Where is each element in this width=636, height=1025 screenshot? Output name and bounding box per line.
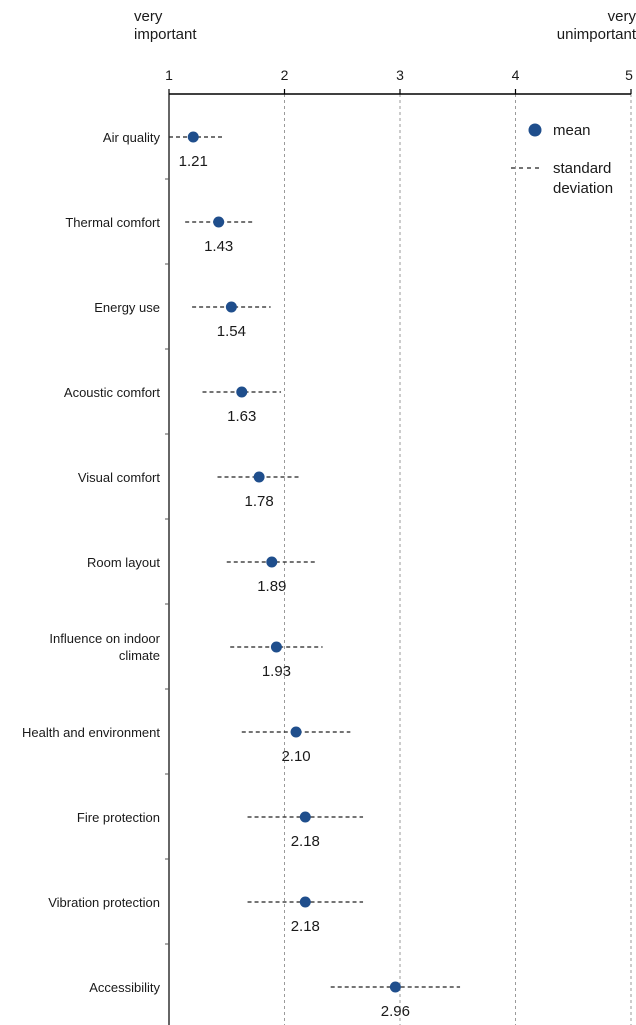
value-label: 2.18 bbox=[291, 833, 320, 850]
category-label: Influence on indoor climate bbox=[49, 631, 160, 663]
mean-point bbox=[266, 556, 278, 568]
x-tick-label: 3 bbox=[396, 67, 404, 83]
x-tick-label: 1 bbox=[165, 67, 173, 83]
value-label: 1.89 bbox=[257, 578, 286, 595]
category-label: Accessibility bbox=[89, 980, 160, 995]
header-right-line1: very bbox=[607, 8, 636, 25]
value-label: 1.43 bbox=[204, 238, 233, 255]
category-label: Energy use bbox=[94, 300, 160, 315]
legend-sd-label: standard deviation bbox=[553, 160, 613, 197]
category-label: Visual comfort bbox=[78, 470, 161, 485]
header-right-label: very unimportant bbox=[557, 8, 636, 44]
mean-point bbox=[299, 896, 311, 908]
category-label: Vibration protection bbox=[48, 895, 160, 910]
category-label: Acoustic comfort bbox=[64, 385, 160, 400]
category-label-line: climate bbox=[119, 648, 160, 663]
category-labels: Air quality Thermal comfort Energy use Acou… bbox=[22, 130, 161, 995]
value-label: 2.10 bbox=[281, 748, 310, 765]
mean-point bbox=[236, 386, 248, 398]
category-label: Air quality bbox=[103, 130, 161, 145]
legend-mean-marker bbox=[528, 123, 542, 137]
category-label: Health and environment bbox=[22, 725, 160, 740]
value-label: 1.93 bbox=[262, 663, 291, 680]
category-label: Fire protection bbox=[77, 810, 160, 825]
value-label: 1.63 bbox=[227, 408, 256, 425]
mean-point bbox=[253, 471, 265, 483]
category-label: Thermal comfort bbox=[65, 215, 160, 230]
x-tick-label: 2 bbox=[281, 67, 289, 83]
category-label-line: Influence on indoor bbox=[49, 631, 160, 646]
y-axis bbox=[165, 94, 170, 1025]
legend-sd-line1: standard bbox=[553, 160, 611, 177]
mean-points bbox=[187, 131, 401, 993]
x-tick-label: 5 bbox=[625, 67, 633, 83]
gridlines bbox=[284, 94, 632, 1025]
value-label: 1.21 bbox=[179, 153, 208, 170]
value-label: 1.54 bbox=[217, 323, 246, 340]
mean-point bbox=[299, 811, 311, 823]
x-tick-label: 4 bbox=[512, 67, 520, 83]
error-bars bbox=[169, 136, 461, 988]
value-label: 1.78 bbox=[244, 493, 273, 510]
mean-point bbox=[213, 216, 225, 228]
value-labels: 1.21 1.43 1.54 1.63 1.78 1.89 1.93 2.10 2.18 2.18… bbox=[179, 153, 410, 1020]
header-left-line1: very bbox=[134, 8, 163, 25]
legend-mean-label: mean bbox=[553, 122, 591, 139]
legend: mean standard deviation bbox=[511, 122, 613, 197]
mean-point bbox=[389, 981, 401, 993]
category-label: Room layout bbox=[87, 555, 160, 570]
value-label: 2.96 bbox=[381, 1003, 410, 1020]
mean-point bbox=[187, 131, 199, 143]
legend-sd-line2: deviation bbox=[553, 180, 613, 197]
mean-point bbox=[225, 301, 237, 313]
mean-point bbox=[290, 726, 302, 738]
header-right-line2: unimportant bbox=[556, 26, 636, 43]
value-label: 2.18 bbox=[291, 918, 320, 935]
header-left-label: very important bbox=[134, 8, 197, 44]
header-left-line2: important bbox=[134, 26, 197, 43]
x-axis: 1 2 3 4 5 bbox=[165, 67, 633, 95]
mean-point bbox=[270, 641, 282, 653]
